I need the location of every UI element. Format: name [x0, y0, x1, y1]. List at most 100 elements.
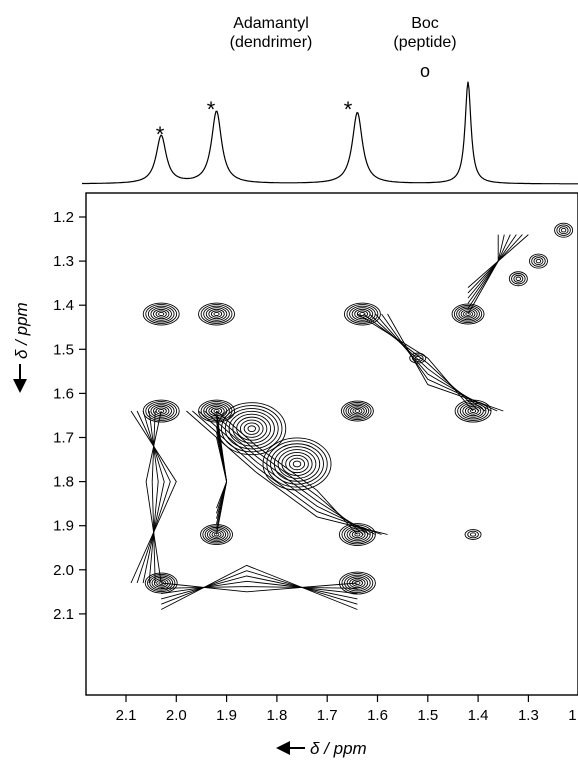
diagonal-peak: [354, 409, 361, 413]
cross-peak: [459, 402, 487, 420]
diagonal-peak: [511, 273, 526, 285]
peak-marker-2: *: [206, 97, 216, 122]
annotation-adamantyl: Adamantyl (dendrimer): [201, 14, 341, 52]
ridge-line: [467, 234, 511, 299]
projection-spectrum-line: [82, 81, 578, 185]
x-tick-label: 1.4: [468, 707, 489, 724]
ridge-line: [161, 580, 358, 595]
x-axis-label: δ / ppm: [276, 739, 367, 758]
ridge-line: [467, 234, 523, 309]
cross-peak: [262, 437, 332, 491]
cross-peak: [150, 404, 172, 418]
ridge-line: [142, 410, 165, 584]
ridge-line: [198, 410, 376, 535]
diagonal-peak: [535, 258, 542, 264]
x-axis: 2.1 2.0 1.9 1.8 1.7 1.6 1.5 1.4 1.3 1.2: [116, 695, 578, 724]
cross-peak: [150, 307, 172, 321]
diagonal-peak: [153, 578, 169, 588]
ridge-line: [387, 313, 504, 412]
y-axis-label: δ / ppm: [12, 302, 31, 393]
cross-peak: [470, 409, 477, 414]
x-axis-arrow-head: [276, 741, 290, 755]
cross-peak: [221, 405, 283, 453]
diagonal-peak: [456, 306, 480, 322]
annotation-boc-line2: (peptide): [393, 34, 457, 51]
diagonal-peak: [211, 531, 222, 538]
ridge-line: [204, 410, 370, 535]
ridge-line: [467, 234, 499, 288]
diagonal-peak: [558, 226, 569, 235]
diagonal-peak: [533, 257, 544, 266]
ridge-line: [161, 570, 358, 605]
cross-peak: [351, 307, 374, 321]
y-tick-label: 1.3: [53, 253, 74, 270]
x-tick-label: 2.0: [166, 707, 187, 724]
cross-peak: [239, 419, 264, 438]
y-axis: 1.2 1.3 1.4 1.5 1.6 1.7 1.8 1.9 2.0 2.1: [53, 209, 86, 623]
diagonal-peak: [554, 222, 574, 238]
x-tick-label: 1.8: [266, 707, 287, 724]
cross-peak: [247, 425, 256, 433]
y-tick-label: 1.4: [53, 297, 74, 314]
cross-peak: [147, 305, 175, 323]
cross-peak: [341, 573, 374, 593]
cross-peak: [232, 413, 272, 444]
ridge-line: [192, 410, 382, 535]
cross-peak: [145, 304, 178, 324]
x-tick-label: 1.2: [568, 707, 578, 724]
x-tick-label: 2.1: [116, 707, 137, 724]
annotation-boc-line1: Boc: [411, 15, 439, 32]
ridge-line: [210, 410, 364, 535]
diagonal-peak: [451, 303, 485, 325]
peak-marker-4: o: [419, 61, 430, 81]
cross-peak: [203, 305, 230, 323]
diagonal-peak: [515, 276, 522, 281]
diagonal-peak: [343, 402, 372, 421]
contour-layer: [130, 222, 574, 610]
cross-peak: [145, 401, 178, 421]
annotation-adamantyl-line1: Adamantyl: [233, 15, 309, 32]
peak-marker-1: *: [155, 122, 165, 147]
cross-peak: [228, 410, 275, 447]
diagonal-peak: [465, 312, 471, 316]
annotation-boc: Boc (peptide): [355, 14, 495, 52]
cross-peak: [343, 302, 381, 326]
diagonal-peak: [453, 304, 483, 324]
cross-peak: [155, 310, 167, 318]
diagonal-peak: [347, 404, 367, 418]
cross-peak: [205, 307, 228, 321]
x-tick-label: 1.6: [367, 707, 388, 724]
cross-peak: [341, 524, 374, 545]
diagonal-peak: [513, 274, 524, 283]
cross-peak: [266, 440, 328, 488]
ridge-line: [186, 410, 388, 535]
diagonal-peak: [147, 574, 176, 593]
cross-peak: [346, 304, 379, 324]
diagonal-peak: [144, 572, 178, 594]
cross-peak: [236, 416, 268, 441]
cross-peak: [281, 451, 313, 476]
diagonal-peak: [350, 406, 365, 416]
ridge-line: [161, 586, 358, 589]
y-tick-label: 1.7: [53, 430, 74, 447]
y-tick-label: 2.0: [53, 562, 74, 579]
cross-peak: [346, 576, 369, 590]
ridge-line: [145, 410, 162, 584]
cross-peak: [289, 457, 306, 471]
diagonal-peak: [352, 407, 363, 415]
diagonal-peak: [202, 525, 231, 544]
diagonal-peak: [204, 526, 229, 543]
cross-peak: [213, 311, 220, 317]
diagonal-peak: [560, 228, 567, 233]
diagonal-peak: [460, 309, 476, 319]
ridge-line: [381, 313, 498, 412]
cross-peak: [349, 305, 376, 323]
cross-peak: [464, 405, 482, 417]
ridge-line: [151, 410, 156, 584]
x-tick-label: 1.5: [417, 707, 438, 724]
ridge-line: [216, 437, 228, 509]
x-tick-label: 1.7: [317, 707, 338, 724]
y-tick-label: 1.8: [53, 474, 74, 491]
